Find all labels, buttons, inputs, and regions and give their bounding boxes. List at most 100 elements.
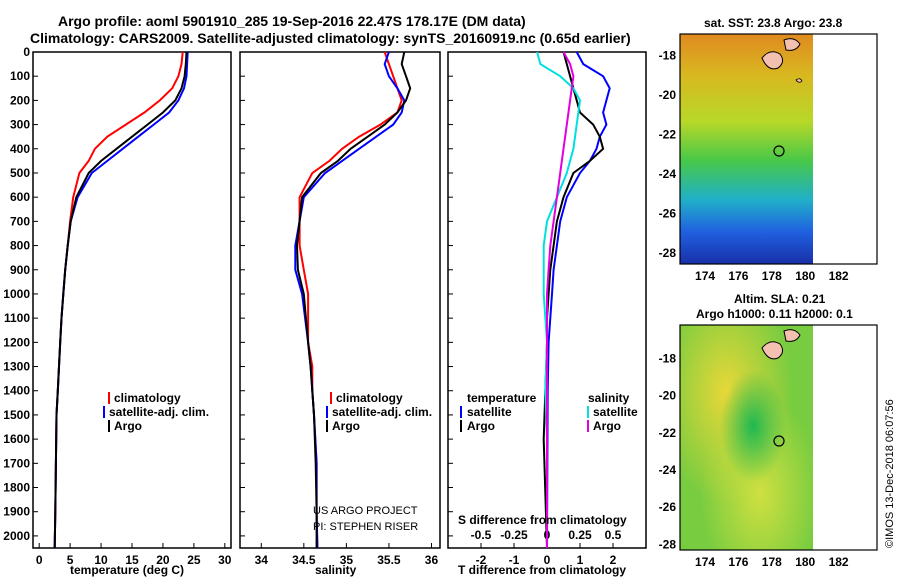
depth-tick-label: 100 <box>10 69 30 83</box>
latitude-tick-label: -28 <box>659 246 677 260</box>
argo-float-marker <box>773 435 785 447</box>
x-tick-label: 30 <box>218 553 232 567</box>
longitude-tick-label: 178 <box>762 555 782 569</box>
x-tick-label: 35 <box>340 553 354 567</box>
depth-tick-label: 1400 <box>3 384 30 398</box>
longitude-tick-label: 182 <box>829 269 849 283</box>
depth-tick-label: 0 <box>23 45 30 59</box>
legend-swatch-climatology <box>330 392 332 404</box>
longitude-tick-label: 176 <box>728 269 748 283</box>
series-line-difference-1 <box>542 51 605 549</box>
legend-label-climatology: climatology <box>114 391 181 405</box>
longitude-tick-label: 178 <box>762 269 782 283</box>
latitude-tick-label: -20 <box>659 389 677 403</box>
sst-map-latitude-labels: -18 -20 -22 -24 -26 -28 <box>659 49 677 260</box>
sla-map-title: Altim. SLA: 0.21 <box>734 292 826 306</box>
sst-map-image <box>680 34 813 264</box>
x-tick-label: 5 <box>67 553 74 567</box>
salinity-axis-label: salinity <box>315 563 357 577</box>
sla-map-nodata <box>813 325 877 550</box>
x-tick-label: 10 <box>94 553 108 567</box>
series-line-salinity-2 <box>295 51 412 548</box>
island-shape <box>761 51 784 70</box>
salinity-profile-lines <box>240 51 412 549</box>
depth-tick-label: 800 <box>10 239 30 253</box>
legend-swatch-t-satellite <box>460 406 462 418</box>
depth-tick-label: 400 <box>10 142 30 156</box>
longitude-tick-label: 182 <box>829 555 849 569</box>
depth-tick-label: 1300 <box>3 360 30 374</box>
x-tick-label: 36 <box>425 553 439 567</box>
x-tick-label: 0 <box>36 553 43 567</box>
sla-map-longitude-labels: 174 176 178 180 182 <box>695 555 849 569</box>
longitude-tick-label: 180 <box>795 555 815 569</box>
sst-map-nodata <box>813 34 877 264</box>
legend-swatch-s-satellite <box>587 406 589 418</box>
latitude-tick-label: -26 <box>659 207 677 221</box>
legend-title-salinity: salinity <box>588 391 630 405</box>
depth-tick-label: 1200 <box>3 335 30 349</box>
legend-swatch-satellite <box>103 406 105 418</box>
x-tick-label: -2 <box>476 553 487 567</box>
depth-tick-label: 300 <box>10 118 30 132</box>
island-shape <box>783 38 801 51</box>
x-tick-label: -1 <box>509 553 520 567</box>
longitude-tick-label: 174 <box>695 269 715 283</box>
latitude-tick-label: -22 <box>659 426 677 440</box>
latitude-tick-label: -18 <box>659 49 677 63</box>
legend-label-s-satellite: satellite <box>593 405 638 419</box>
legend-swatch-argo <box>108 420 110 432</box>
s-difference-axis-label: S difference from climatology <box>458 513 627 527</box>
x-tick-label: 35.5 <box>377 553 401 567</box>
x-tick-label: 34.5 <box>292 553 316 567</box>
island-shape <box>783 329 801 342</box>
series-line-difference-0 <box>546 51 611 549</box>
depth-tick-label: 2000 <box>3 529 30 543</box>
legend-swatch-satellite <box>326 406 328 418</box>
legend-label-t-satellite: satellite <box>467 405 512 419</box>
series-line-temperature-1 <box>53 51 189 549</box>
sla-map-subtitle: Argo h1000: 0.11 h2000: 0.1 <box>696 307 853 321</box>
header-line-2: Climatology: CARS2009. Satellite-adjuste… <box>30 30 631 46</box>
s-difference-tick-labels: -0.5 -0.25 0 0.25 0.5 <box>471 528 622 542</box>
temperature-panel: 0100200300400500600700800900100011001200… <box>3 45 232 577</box>
latitude-tick-label: -20 <box>659 88 677 102</box>
depth-tick-label: 1000 <box>3 287 30 301</box>
sla-map-frame <box>679 324 878 551</box>
t-difference-axis-label: T difference from climatology <box>458 563 626 577</box>
legend-swatch-argo <box>326 420 328 432</box>
x-tick-label: 34 <box>255 553 269 567</box>
depth-tick-labels: 0 100 200 300 400 500 600 700 800 900 1000 1100 1200… <box>3 45 30 543</box>
x-tick-label: 0 <box>544 553 551 567</box>
latitude-tick-label: -24 <box>659 167 677 181</box>
legend-label-s-argo: Argo <box>593 419 621 433</box>
latitude-tick-label: -18 <box>659 351 677 365</box>
salinity-plot-frame <box>239 51 441 549</box>
sst-map-longitude-labels: 174 176 178 180 182 <box>695 269 849 283</box>
salinity-panel: 34 34.5 35 35.5 36 salinity climatology sate… <box>239 51 441 577</box>
depth-tick-label: 600 <box>10 190 30 204</box>
header-line-1: Argo profile: aoml 5901910_285 19-Sep-20… <box>58 13 526 29</box>
series-line-temperature-2 <box>53 51 188 549</box>
salinity-tick-labels: 34 34.5 35 35.5 36 <box>255 543 439 567</box>
depth-tick-label: 500 <box>10 166 30 180</box>
depth-tick-label: 1500 <box>3 408 30 422</box>
imos-timestamp: ©IMOS 13-Dec-2018 06:07:56 <box>884 399 896 548</box>
s-tick-label: -0.25 <box>500 528 528 542</box>
depth-tick-label: 1100 <box>4 311 30 325</box>
legend-title-temperature: temperature <box>467 391 537 405</box>
sla-map: Altim. SLA: 0.21 Argo h1000: 0.11 h2000:… <box>659 292 878 569</box>
difference-legend: temperature satellite Argo salinity sate… <box>460 391 638 433</box>
legend-label-t-argo: Argo <box>467 419 495 433</box>
temperature-axis-label: temperature (deg C) <box>70 563 184 577</box>
s-tick-label: 0.25 <box>568 528 592 542</box>
sst-map-frame <box>679 33 878 265</box>
series-line-difference-3 <box>546 51 575 548</box>
latitude-tick-label: -24 <box>659 463 677 477</box>
sla-map-image-patch <box>680 325 813 550</box>
depth-tick-label: 700 <box>10 214 30 228</box>
longitude-tick-label: 176 <box>728 555 748 569</box>
legend-label-argo: Argo <box>114 419 142 433</box>
legend-label-satellite: satellite-adj. clim. <box>109 405 209 419</box>
